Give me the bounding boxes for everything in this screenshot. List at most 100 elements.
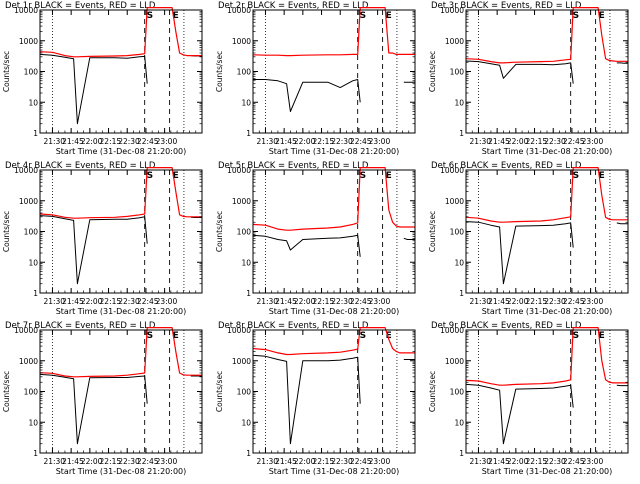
events-series-line xyxy=(465,60,628,84)
x-tick-label: 23:00 xyxy=(156,297,178,306)
x-tick-label: 22:15 xyxy=(526,137,548,146)
x-tick-label: 21:45 xyxy=(62,457,84,466)
y-axis-label: Counts/sec xyxy=(428,211,437,252)
x-tick-label: 22:15 xyxy=(100,297,122,306)
y-tick-label: 100 xyxy=(450,388,465,397)
x-axis-label: Start Time (31-Dec-08 21:20:00) xyxy=(56,467,187,476)
x-tick-label: 22:45 xyxy=(137,457,159,466)
y-axis-label: Counts/sec xyxy=(215,371,224,412)
saa-marker-label: E xyxy=(386,331,392,341)
x-tick-label: 22:30 xyxy=(331,457,353,466)
panel-title: Det 5r BLACK = Events, RED = LLD xyxy=(218,161,369,171)
x-tick-label: 22:00 xyxy=(81,457,103,466)
y-tick-label: 1000 xyxy=(445,357,464,366)
x-tick-label: 21:30 xyxy=(469,297,491,306)
y-tick-label: 10000 xyxy=(440,166,464,175)
y-tick-label: 10 xyxy=(241,98,251,107)
x-tick-label: 21:30 xyxy=(43,137,65,146)
panel-title: Det 6r BLACK = Events, RED = LLD xyxy=(431,161,582,171)
y-tick-label: 10 xyxy=(28,258,38,267)
y-tick-label: 10 xyxy=(454,418,464,427)
y-tick-label: 1000 xyxy=(19,37,38,46)
saa-marker-label: S xyxy=(360,11,366,21)
y-axis-label: Counts/sec xyxy=(215,211,224,252)
y-tick-label: 100 xyxy=(24,68,39,77)
y-axis-label: Counts/sec xyxy=(428,371,437,412)
x-tick-label: 22:45 xyxy=(350,457,372,466)
x-tick-label: 21:45 xyxy=(275,297,297,306)
y-tick-label: 1 xyxy=(459,449,464,458)
saa-marker-label: S xyxy=(573,171,579,181)
panel-title: Det 3r BLACK = Events, RED = LLD xyxy=(431,1,582,11)
x-axis-label: Start Time (31-Dec-08 21:20:00) xyxy=(269,147,400,156)
events-series-line xyxy=(465,221,628,285)
x-tick-label: 21:30 xyxy=(43,297,65,306)
x-tick-label: 22:45 xyxy=(350,137,372,146)
x-axis-label: Start Time (31-Dec-08 21:20:00) xyxy=(269,467,400,476)
events-series-line xyxy=(252,354,415,445)
panel-title: Det 9r BLACK = Events, RED = LLD xyxy=(431,321,582,331)
panel-title: Det 1r BLACK = Events, RED = LLD xyxy=(5,1,156,11)
x-tick-label: 23:00 xyxy=(582,457,604,466)
x-axis-label: Start Time (31-Dec-08 21:20:00) xyxy=(269,307,400,316)
x-tick-label: 21:30 xyxy=(469,137,491,146)
y-tick-label: 10 xyxy=(241,258,251,267)
x-tick-label: 21:45 xyxy=(488,457,510,466)
x-tick-label: 22:45 xyxy=(137,297,159,306)
x-tick-label: 22:30 xyxy=(544,137,566,146)
y-tick-label: 100 xyxy=(24,228,39,237)
x-tick-label: 22:45 xyxy=(350,297,372,306)
y-tick-label: 10000 xyxy=(440,326,464,335)
x-tick-label: 23:00 xyxy=(582,137,604,146)
y-tick-label: 1 xyxy=(459,129,464,138)
lld-series-line xyxy=(39,7,202,58)
x-tick-label: 22:30 xyxy=(544,297,566,306)
y-tick-label: 10 xyxy=(454,258,464,267)
saa-marker-label: S xyxy=(573,331,579,341)
y-tick-label: 1000 xyxy=(445,197,464,206)
x-tick-label: 21:45 xyxy=(62,297,84,306)
x-tick-label: 21:45 xyxy=(275,457,297,466)
x-tick-label: 21:30 xyxy=(256,137,278,146)
y-axis-label: Counts/sec xyxy=(2,51,11,92)
saa-marker-label: S xyxy=(573,11,579,21)
events-series-line xyxy=(39,373,202,445)
x-axis-label: Start Time (31-Dec-08 21:20:00) xyxy=(482,467,613,476)
lld-series-line xyxy=(252,7,415,57)
x-tick-label: 21:30 xyxy=(256,297,278,306)
y-tick-label: 1000 xyxy=(19,197,38,206)
lld-series-line xyxy=(39,167,202,219)
x-tick-label: 22:00 xyxy=(294,297,316,306)
plot-frame xyxy=(39,329,203,454)
x-tick-label: 21:45 xyxy=(275,137,297,146)
x-tick-label: 22:30 xyxy=(544,457,566,466)
events-series-line xyxy=(39,215,202,285)
x-tick-label: 22:30 xyxy=(118,297,140,306)
saa-marker-label: E xyxy=(599,11,605,21)
plot-frame xyxy=(252,169,416,294)
y-tick-label: 10 xyxy=(454,98,464,107)
y-tick-label: 100 xyxy=(237,228,252,237)
y-axis-label: Counts/sec xyxy=(2,211,11,252)
x-tick-label: 22:15 xyxy=(313,137,335,146)
x-tick-label: 22:00 xyxy=(507,137,529,146)
saa-marker-label: E xyxy=(599,171,605,181)
x-tick-label: 23:00 xyxy=(582,297,604,306)
x-tick-label: 22:45 xyxy=(563,297,585,306)
events-series-line xyxy=(252,234,415,257)
saa-marker-label: S xyxy=(147,11,153,21)
saa-marker-label: E xyxy=(386,171,392,181)
x-tick-label: 22:15 xyxy=(100,457,122,466)
x-tick-label: 22:15 xyxy=(100,137,122,146)
plot-frame xyxy=(252,9,416,134)
saa-marker-label: E xyxy=(386,11,392,21)
x-tick-label: 22:45 xyxy=(563,137,585,146)
events-series-line xyxy=(39,53,202,125)
saa-marker-label: E xyxy=(173,11,179,21)
